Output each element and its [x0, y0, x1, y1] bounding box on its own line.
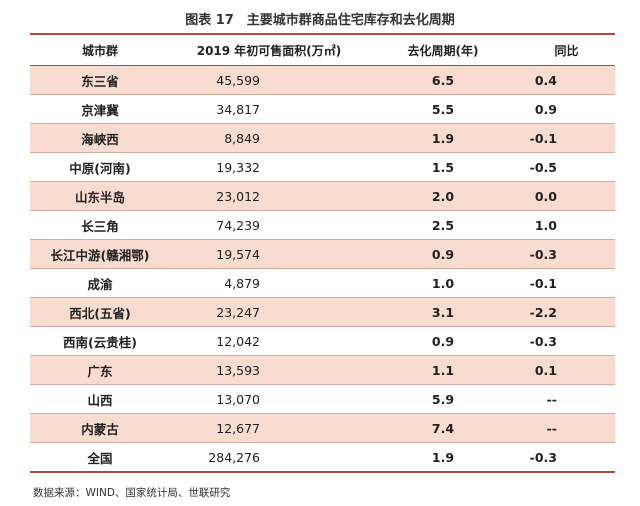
table-cell: -- [518, 384, 615, 414]
table-cell: 13,070 [170, 384, 368, 414]
table-cell: 23,012 [170, 181, 368, 211]
table-row: 内蒙古 12,677 7.4 -- [30, 413, 615, 443]
header-cell: 同比 [518, 33, 615, 66]
table-cell: 0.0 [518, 181, 615, 211]
table-cell: 海峡西 [30, 123, 170, 153]
table-cell: 全国 [30, 442, 170, 473]
table-cell: 0.9 [518, 94, 615, 124]
table-row: 西南(云贵桂) 12,042 0.9 -0.3 [30, 326, 615, 356]
table-cell: -0.3 [518, 442, 615, 473]
table-cell: 中原(河南) [30, 152, 170, 182]
table-cell: 19,574 [170, 239, 368, 269]
table-cell: 2.5 [368, 210, 518, 240]
table-cell: 45,599 [170, 65, 368, 95]
table-cell: 长三角 [30, 210, 170, 240]
table-cell: 长江中游(赣湘鄂) [30, 239, 170, 269]
table-cell: 284,276 [170, 442, 368, 473]
table-cell: 4,879 [170, 268, 368, 298]
table-row: 广东 13,593 1.1 0.1 [30, 355, 615, 385]
table-cell: 1.1 [368, 355, 518, 385]
table-row: 山西 13,070 5.9 -- [30, 384, 615, 414]
table-cell: 内蒙古 [30, 413, 170, 443]
table-cell: 5.5 [368, 94, 518, 124]
table-cell: 山东半岛 [30, 181, 170, 211]
table-cell: 1.5 [368, 152, 518, 182]
table-row: 山东半岛 23,012 2.0 0.0 [30, 181, 615, 211]
table-cell: 34,817 [170, 94, 368, 124]
table-row: 京津冀 34,817 5.5 0.9 [30, 94, 615, 124]
table-row: 成渝 4,879 1.0 -0.1 [30, 268, 615, 298]
header-cell: 去化周期(年) [368, 33, 518, 66]
table-cell: -2.2 [518, 297, 615, 327]
table-cell: 19,332 [170, 152, 368, 182]
table-cell: 12,042 [170, 326, 368, 356]
header-cell: 2019 年初可售面积(万㎡) [170, 33, 368, 66]
table-cell: 西南(云贵桂) [30, 326, 170, 356]
table-cell: 东三省 [30, 65, 170, 95]
table-cell: 23,247 [170, 297, 368, 327]
table-cell: 京津冀 [30, 94, 170, 124]
table-cell: 1.0 [368, 268, 518, 298]
table-cell: 13,593 [170, 355, 368, 385]
table-cell: 1.9 [368, 442, 518, 473]
header-cell: 城市群 [30, 33, 170, 66]
table-row: 海峡西 8,849 1.9 -0.1 [30, 123, 615, 153]
table-title: 图表 17 主要城市群商品住宅库存和去化周期 [185, 13, 455, 28]
table-cell: 7.4 [368, 413, 518, 443]
table-cell: -0.1 [518, 123, 615, 153]
table-cell: 成渝 [30, 268, 170, 298]
table-cell: 山西 [30, 384, 170, 414]
table-cell: 1.9 [368, 123, 518, 153]
table-cell: 0.4 [518, 65, 615, 95]
table-row: 长江中游(赣湘鄂) 19,574 0.9 -0.3 [30, 239, 615, 269]
table-row: 全国 284,276 1.9 -0.3 [30, 442, 615, 473]
table: 城市群 2019 年初可售面积(万㎡) 去化周期(年) 同比 东三省 45,599 6.5… [30, 33, 615, 473]
table-cell: 12,677 [170, 413, 368, 443]
table-cell: 1.0 [518, 210, 615, 240]
source-note: 数据来源：WIND、国家统计局、世联研究 [33, 487, 231, 499]
table-cell: 6.5 [368, 65, 518, 95]
table-cell: 0.9 [368, 239, 518, 269]
header-row: 城市群 2019 年初可售面积(万㎡) 去化周期(年) 同比 [30, 33, 615, 66]
table-cell: 74,239 [170, 210, 368, 240]
table-cell: 广东 [30, 355, 170, 385]
table-cell: 8,849 [170, 123, 368, 153]
table-row: 西北(五省) 23,247 3.1 -2.2 [30, 297, 615, 327]
table-cell: -0.1 [518, 268, 615, 298]
table-row: 中原(河南) 19,332 1.5 -0.5 [30, 152, 615, 182]
table-cell: -0.5 [518, 152, 615, 182]
table-cell: 0.9 [368, 326, 518, 356]
table-row: 东三省 45,599 6.5 0.4 [30, 65, 615, 95]
table-cell: -0.3 [518, 239, 615, 269]
table-cell: 0.1 [518, 355, 615, 385]
table-row: 长三角 74,239 2.5 1.0 [30, 210, 615, 240]
table-cell: 2.0 [368, 181, 518, 211]
table-cell: -- [518, 413, 615, 443]
table-cell: 3.1 [368, 297, 518, 327]
table-cell: 5.9 [368, 384, 518, 414]
table-cell: -0.3 [518, 326, 615, 356]
table-cell: 西北(五省) [30, 297, 170, 327]
